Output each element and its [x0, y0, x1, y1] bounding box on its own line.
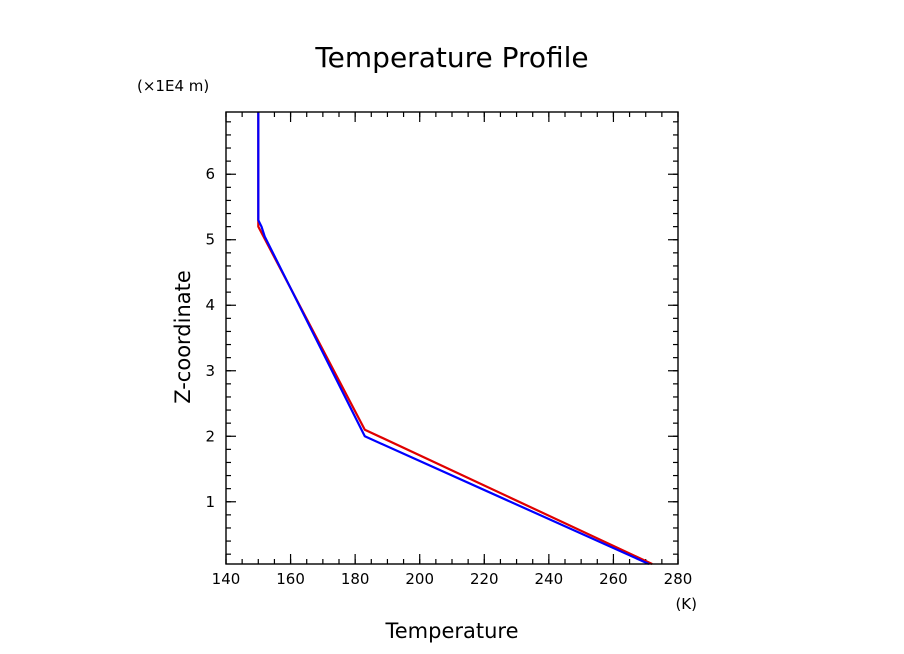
- y-tick-label: 1: [205, 493, 215, 511]
- y-axis-unit: (×1E4 m): [137, 77, 209, 95]
- x-tick-label: 160: [276, 570, 305, 588]
- x-axis-unit: (K): [675, 595, 697, 613]
- tick-labels: 140 160 180 200 220 240 260 280 1 2 3 4 5 6: [205, 165, 692, 588]
- chart-title: Temperature Profile: [314, 41, 588, 74]
- y-axis-title: Z-coordinate: [171, 270, 195, 404]
- x-tick-label: 200: [405, 570, 434, 588]
- y-tick-label: 6: [205, 165, 215, 183]
- series-line-2: [257, 112, 650, 566]
- y-tick-label: 4: [205, 296, 215, 314]
- x-tick-label: 240: [535, 570, 564, 588]
- y-tick-label: 3: [205, 362, 215, 380]
- x-axis-title: Temperature: [384, 619, 518, 643]
- y-tick-label: 2: [205, 427, 215, 445]
- y-tick-label: 5: [205, 231, 215, 249]
- plot-frame: [225, 111, 679, 565]
- axis-ticks: [225, 112, 679, 564]
- series-line-1: [257, 112, 653, 565]
- x-tick-label: 260: [599, 570, 628, 588]
- x-tick-label: 140: [212, 570, 241, 588]
- x-tick-label: 220: [470, 570, 499, 588]
- x-tick-label: 280: [664, 570, 693, 588]
- data-series: [257, 112, 653, 566]
- x-tick-label: 180: [341, 570, 370, 588]
